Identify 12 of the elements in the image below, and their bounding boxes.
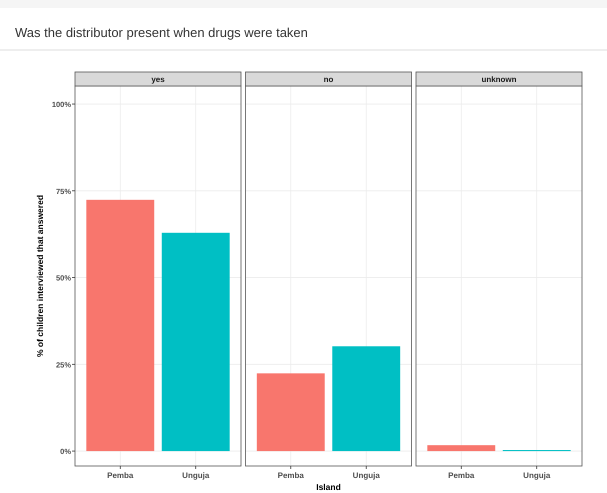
x-tick-label: Pemba — [448, 471, 475, 480]
x-tick-label: Unguja — [523, 471, 551, 480]
x-axis-title: Island — [316, 482, 341, 492]
chart-title: no — [324, 75, 334, 84]
chart-title: yes — [151, 75, 166, 84]
x-tick-label: Pemba — [278, 471, 304, 480]
y-axis-title: % of children interviewed that answered — [35, 194, 45, 358]
x-tick-label: Unguja — [352, 471, 380, 480]
x-tick-label: Pemba — [107, 471, 134, 480]
x-tick-label: Unguja — [182, 471, 210, 480]
chart-title: unknown — [481, 75, 517, 84]
text: Was the distributor present when drugs were taken — [15, 25, 308, 40]
